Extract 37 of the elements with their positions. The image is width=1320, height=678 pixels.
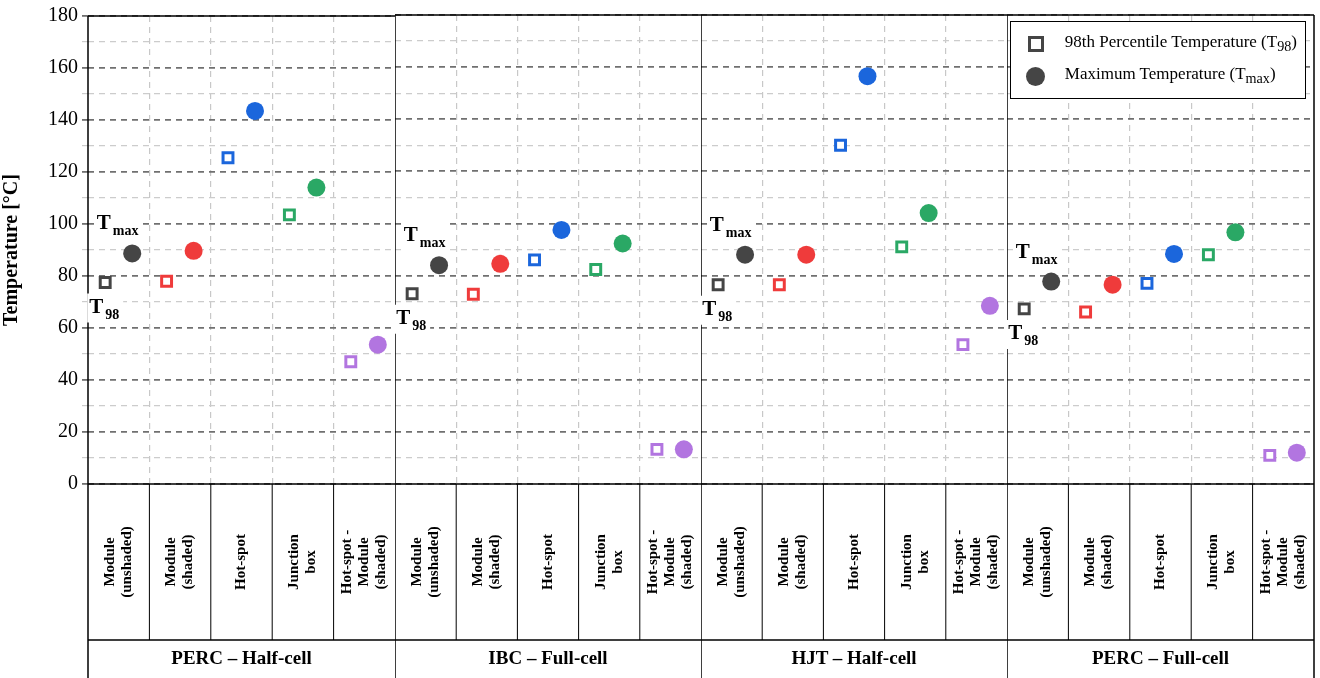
x-tick-label: Hot-spot - Module (shaded) (950, 529, 1002, 595)
x-tick-label: Hot-spot (538, 534, 555, 590)
y-tick-label: 140 (48, 107, 78, 130)
x-tick-label: Junction box (897, 533, 931, 590)
x-tick-label: Hot-spot (1151, 534, 1168, 590)
y-tick-label: 180 (48, 3, 78, 26)
y-tick-label: 100 (48, 211, 78, 234)
legend-label: Maximum Temperature (T$_{max}$) (1064, 64, 1276, 88)
y-tick-label: 0 (68, 471, 78, 494)
x-tick-label: Hot-spot (844, 534, 861, 590)
y-tick-label: 40 (58, 367, 78, 390)
y-tick-label: 20 (58, 419, 78, 442)
x-tick-label: Module (shaded) (162, 534, 197, 590)
x-tick-label: Hot-spot (232, 534, 249, 590)
x-tick-label: Module (unshaded) (1020, 526, 1055, 598)
x-tick-label: Module (unshaded) (407, 526, 442, 598)
x-tick-label: Module (shaded) (775, 534, 810, 590)
y-tick-label: 60 (58, 315, 78, 338)
x-tick-label: Module (shaded) (469, 534, 504, 590)
x-tick-label: Hot-spot - Module (shaded) (1257, 529, 1309, 595)
legend-label: 98th Percentile Temperature (T$_{98}$) (1064, 32, 1297, 56)
x-tick-label: Hot-spot - Module (shaded) (338, 529, 390, 595)
x-axis-title: PERC – Half-cell (171, 646, 312, 668)
x-tick-label: Module (shaded) (1081, 534, 1116, 590)
x-tick-label: Junction box (1204, 533, 1238, 590)
x-axis-title: PERC – Full-cell (1091, 646, 1230, 668)
y-axis-title: Temperature [°C] (0, 174, 23, 326)
x-tick-label: Hot-spot - Module (shaded) (644, 529, 696, 595)
y-tick-label: 120 (48, 159, 78, 182)
x-tick-label: Module (unshaded) (101, 526, 136, 598)
x-tick-label: Junction box (285, 533, 319, 590)
x-tick-label: Module (unshaded) (713, 526, 748, 598)
x-axis-title: HJT – Half-cell (791, 646, 917, 668)
x-axis-title: IBC – Full-cell (488, 646, 608, 668)
x-tick-label: Junction box (591, 533, 625, 590)
y-tick-label: 160 (48, 55, 78, 78)
y-tick-label: 80 (58, 263, 78, 286)
